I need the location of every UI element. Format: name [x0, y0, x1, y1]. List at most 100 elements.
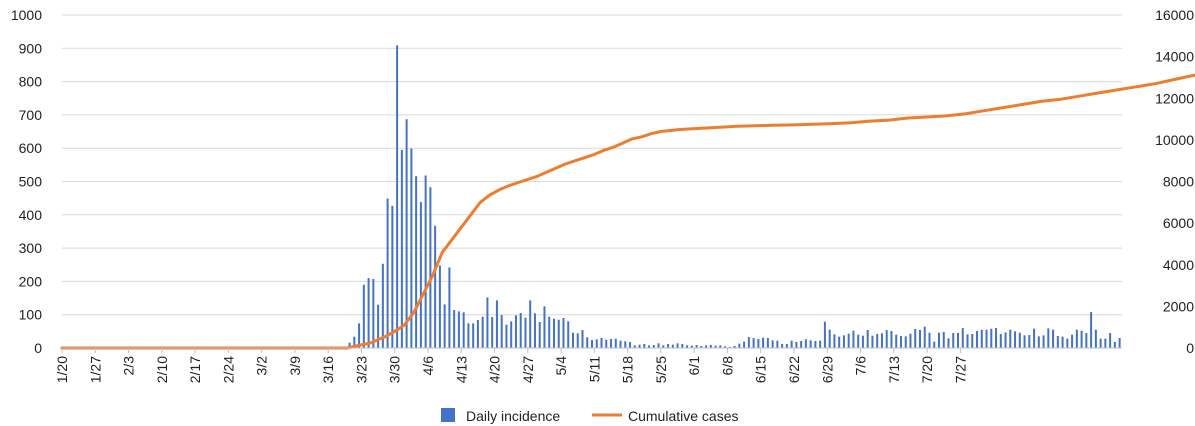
- incidence-bar: [1104, 338, 1107, 348]
- y-left-tick-label: 400: [19, 207, 43, 223]
- incidence-bar: [733, 346, 736, 348]
- x-tick-label: 4/20: [487, 356, 503, 383]
- incidence-bar: [1094, 329, 1097, 348]
- incidence-bar: [448, 267, 451, 348]
- incidence-bar: [800, 341, 803, 348]
- incidence-bar: [819, 340, 822, 348]
- incidence-bar: [866, 330, 869, 348]
- x-tick-label: 3/9: [287, 356, 303, 376]
- incidence-bar: [961, 328, 964, 348]
- incidence-bar: [657, 343, 660, 348]
- incidence-bar: [890, 331, 893, 348]
- incidence-bar: [724, 346, 727, 348]
- incidence-bar: [995, 328, 998, 348]
- incidence-bar: [500, 315, 503, 348]
- x-tick-label: 2/24: [220, 356, 236, 383]
- incidence-bar: [467, 323, 470, 348]
- x-tick-label: 5/4: [553, 356, 569, 376]
- x-tick-label: 6/22: [786, 356, 802, 383]
- incidence-bar: [771, 340, 774, 348]
- y-axis-left: 0 100 200 300 400 500 600 700 800 900 1000: [11, 7, 42, 356]
- incidence-bar: [348, 342, 351, 348]
- incidence-bar: [453, 310, 456, 348]
- incidence-bar: [538, 322, 541, 348]
- incidence-bar: [353, 336, 356, 348]
- incidence-bar: [933, 341, 936, 348]
- incidence-bar: [505, 324, 508, 348]
- incidence-bar: [804, 339, 807, 348]
- y-left-tick-label: 1000: [11, 7, 42, 23]
- incidence-bar: [1080, 330, 1083, 348]
- y-right-tick-label: 8000: [1163, 174, 1194, 190]
- incidence-bar: [1075, 329, 1078, 348]
- x-tick-label: 5/11: [586, 356, 602, 382]
- y-left-tick-label: 100: [19, 307, 43, 323]
- incidence-bar: [614, 338, 617, 348]
- incidence-bar: [519, 313, 522, 348]
- incidence-bar: [1061, 336, 1064, 348]
- incidence-bar: [424, 175, 427, 348]
- incidence-bar: [876, 334, 879, 348]
- incidence-bar: [842, 335, 845, 348]
- x-tick-label: 6/8: [719, 356, 735, 376]
- incidence-bar: [795, 342, 798, 348]
- legend-label-daily-incidence: Daily incidence: [466, 408, 560, 424]
- x-tick-label: 1/20: [54, 356, 70, 383]
- incidence-bar: [671, 344, 674, 348]
- incidence-bar: [785, 344, 788, 348]
- incidence-bar: [443, 304, 446, 348]
- incidence-bar: [1090, 312, 1093, 348]
- incidence-bar: [1004, 332, 1007, 348]
- incidence-bar: [524, 317, 527, 348]
- incidence-bar: [833, 334, 836, 348]
- x-tick-label: 1/27: [87, 356, 103, 383]
- incidence-bar: [823, 321, 826, 348]
- incidence-bar: [629, 342, 632, 348]
- incidence-bar: [776, 340, 779, 348]
- legend-label-cumulative-cases: Cumulative cases: [628, 408, 739, 424]
- y-left-tick-label: 800: [19, 74, 43, 90]
- cumulative-cases-line: [60, 73, 1195, 350]
- incidence-bar: [400, 149, 403, 348]
- incidence-bar: [552, 318, 555, 348]
- incidence-bar: [396, 45, 399, 348]
- incidence-bar: [476, 320, 479, 348]
- incidence-bar: [576, 333, 579, 348]
- incidence-bar: [605, 339, 608, 348]
- y-left-tick-label: 0: [34, 340, 42, 356]
- incidence-bar: [747, 337, 750, 348]
- incidence-bar: [510, 321, 513, 348]
- incidence-bar: [586, 337, 589, 348]
- incidence-bar: [781, 344, 784, 348]
- incidence-bar: [999, 334, 1002, 348]
- x-tick-label: 6/29: [819, 356, 835, 383]
- incidence-bar: [567, 321, 570, 348]
- incidence-bar: [571, 332, 574, 348]
- incidence-bar: [633, 345, 636, 348]
- incidence-bar: [1009, 329, 1012, 348]
- incidence-bar: [885, 330, 888, 348]
- incidence-bar: [514, 315, 517, 348]
- incidence-bar: [690, 345, 693, 348]
- y-right-tick-label: 0: [1186, 340, 1194, 356]
- incidence-bar: [918, 330, 921, 348]
- y-left-tick-label: 500: [19, 174, 43, 190]
- x-tick-label: 3/23: [353, 356, 369, 383]
- incidence-bar: [952, 333, 955, 348]
- incidence-bar: [909, 333, 912, 348]
- y-axis-right: 0 2000 4000 6000 8000 10000 12000 14000 16000: [1155, 7, 1194, 356]
- x-tick-label: 3/2: [254, 356, 270, 376]
- incidence-bar: [648, 345, 651, 348]
- incidence-bar: [861, 335, 864, 348]
- incidence-bar: [1118, 338, 1121, 348]
- y-left-tick-label: 200: [19, 273, 43, 289]
- incidence-bar: [1023, 335, 1026, 348]
- incidence-bar: [495, 300, 498, 348]
- incidence-bar: [676, 343, 679, 348]
- incidence-bar: [591, 340, 593, 348]
- incidence-bar: [557, 319, 560, 348]
- incidence-bar: [358, 323, 361, 348]
- incidence-bar: [899, 336, 902, 348]
- incidence-bar: [1033, 328, 1036, 348]
- y-right-tick-label: 12000: [1155, 90, 1194, 106]
